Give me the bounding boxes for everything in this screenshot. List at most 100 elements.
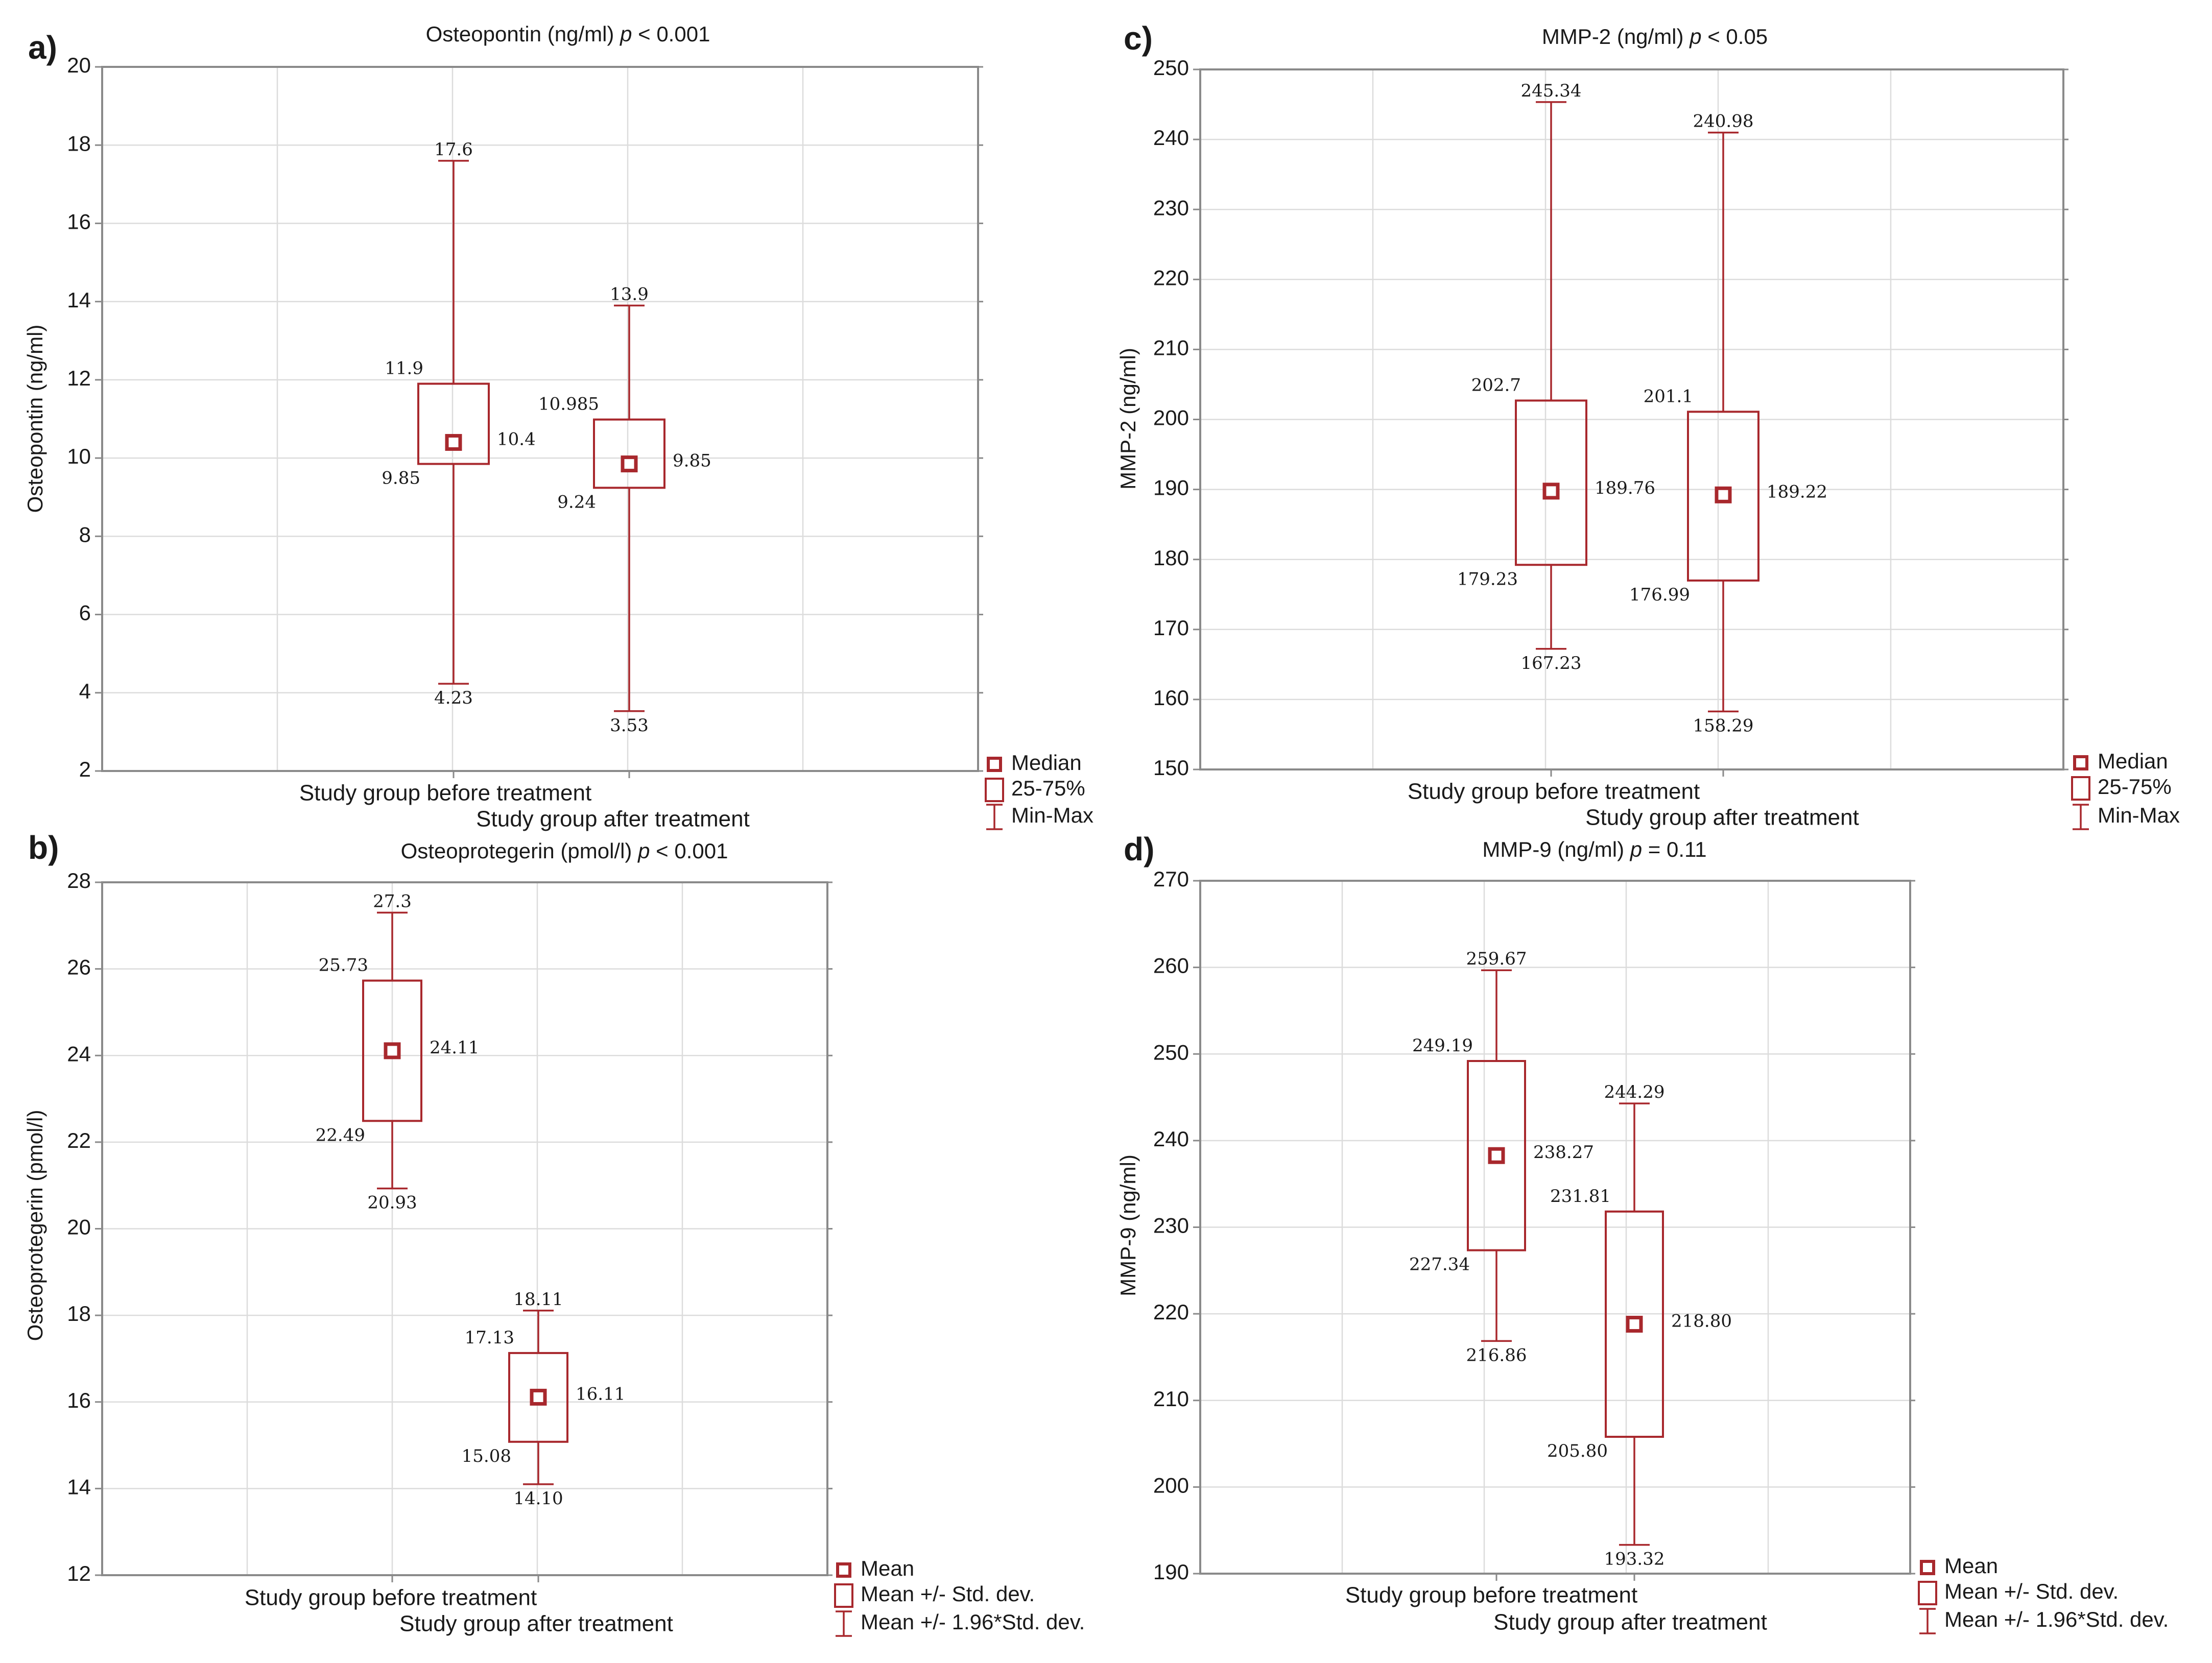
label-max: 13.9	[610, 284, 649, 304]
y-tick-label: 240	[1153, 126, 1189, 150]
box-iqr	[362, 979, 422, 1122]
y-tick-label: 160	[1153, 686, 1189, 710]
y-tick-label: 22	[67, 1128, 91, 1152]
label-center: 10.4	[497, 429, 536, 449]
box-iqr	[417, 382, 490, 465]
x-category-label: Study group before treatment	[1408, 779, 1700, 804]
label-center: 24.11	[430, 1038, 479, 1058]
box-iqr	[1605, 1210, 1664, 1438]
box-iqr	[1515, 399, 1587, 566]
center-marker	[445, 433, 462, 451]
chart-title-text: Osteoprotegerin (pmol/l)	[401, 839, 638, 863]
box-group: 17.6 4.23 11.9 9.85 10.4	[382, 139, 535, 708]
legend-label: Mean	[1944, 1554, 1998, 1578]
y-tick-label: 250	[1153, 1040, 1189, 1064]
plot-frame	[101, 66, 979, 772]
legend-marker	[987, 757, 1002, 772]
label-max: 240.98	[1693, 111, 1754, 132]
y-tick-label: 18	[67, 1302, 91, 1325]
label-min: 167.23	[1521, 653, 1582, 673]
box-group: 18.11 14.10 17.13 15.08 16.11	[462, 1289, 626, 1509]
y-tick-label: 210	[1153, 1387, 1189, 1411]
center-marker	[1488, 1147, 1505, 1164]
y-tick-label: 20	[67, 1215, 91, 1239]
legend-label: Min-Max	[1011, 803, 1093, 827]
box-group: 244.29 193.32 231.81 205.80 218.80	[1547, 1082, 1732, 1570]
legend-box	[985, 778, 1004, 802]
y-tick-label: 270	[1153, 867, 1189, 891]
chart-title-p-value: p	[637, 839, 650, 863]
box-group: 240.98 158.29 201.1 176.99 189.22	[1629, 111, 1827, 736]
chart-title: Osteoprotegerin (pmol/l) p < 0.001	[401, 839, 728, 863]
label-min: 158.29	[1693, 715, 1754, 736]
box-iqr	[593, 418, 665, 489]
y-tick-label: 16	[67, 1388, 91, 1412]
y-tick-label: 210	[1153, 335, 1189, 359]
chart-title-p-rest: = 0.11	[1642, 837, 1707, 861]
label-min: 4.23	[434, 688, 473, 708]
chart-title-p-rest: < 0.001	[650, 839, 728, 863]
legend-marker	[836, 1562, 851, 1578]
y-tick-label: 200	[1153, 1473, 1189, 1497]
legend-box	[1918, 1581, 1937, 1605]
y-tick-label: 240	[1153, 1127, 1189, 1151]
y-tick-label: 220	[1153, 1300, 1189, 1324]
label-center: 189.22	[1767, 481, 1827, 502]
label-q1: 227.34	[1409, 1255, 1470, 1275]
x-category-label: Study group after treatment	[1585, 805, 1859, 830]
x-category-label: Study group after treatment	[1493, 1610, 1767, 1635]
box-group: 27.3 20.93 25.73 22.49 24.11	[316, 891, 480, 1213]
label-q1: 9.24	[557, 492, 596, 512]
label-q1: 15.08	[462, 1446, 511, 1466]
y-tick-label: 14	[67, 288, 91, 312]
y-tick-label: 2	[79, 757, 91, 781]
box-iqr	[1467, 1059, 1526, 1251]
label-center: 9.85	[673, 451, 711, 471]
label-max: 245.34	[1521, 81, 1582, 101]
chart-title-p-rest: < 0.001	[632, 22, 710, 46]
chart-title-text: Osteopontin (ng/ml)	[426, 22, 621, 46]
legend-label: 25-75%	[2098, 775, 2172, 799]
y-tick-label: 200	[1153, 406, 1189, 430]
y-axis-label: Osteopontin (ng/ml)	[23, 325, 47, 513]
y-tick-label: 28	[67, 869, 91, 893]
label-min: 193.32	[1604, 1549, 1665, 1570]
chart-title-p-value: p	[1688, 25, 1701, 49]
label-q1: 176.99	[1629, 585, 1690, 605]
y-tick-label: 16	[67, 210, 91, 234]
y-tick-label: 170	[1153, 616, 1189, 640]
label-max: 244.29	[1604, 1082, 1665, 1102]
legend-marker	[1920, 1560, 1935, 1575]
box-group: 13.9 3.53 10.985 9.24 9.85	[538, 284, 711, 735]
legend-label: Mean	[861, 1556, 914, 1580]
panel-label: c)	[1124, 20, 1153, 57]
label-max: 27.3	[373, 891, 412, 911]
center-marker	[384, 1042, 401, 1059]
x-category-label: Study group after treatment	[399, 1611, 673, 1636]
y-tick-label: 260	[1153, 954, 1189, 978]
label-q1: 22.49	[316, 1125, 365, 1145]
legend-box	[834, 1583, 853, 1608]
center-marker	[621, 455, 638, 473]
chart-title: Osteopontin (ng/ml) p < 0.001	[426, 22, 710, 46]
box-group: 245.34 167.23 202.7 179.23 189.76	[1457, 81, 1655, 673]
label-q3: 11.9	[385, 358, 423, 379]
center-marker	[1626, 1315, 1643, 1333]
legend-box	[2071, 776, 2090, 801]
x-category-label: Study group before treatment	[1345, 1583, 1637, 1608]
chart-title: MMP-9 (ng/ml) p = 0.11	[1482, 837, 1706, 861]
x-category-label: Study group before treatment	[299, 781, 591, 806]
label-max: 259.67	[1466, 949, 1527, 969]
y-tick-label: 12	[67, 366, 91, 390]
box-group: 259.67 216.86 249.19 227.34 238.27	[1409, 949, 1594, 1365]
y-tick-label: 230	[1153, 196, 1189, 220]
label-q1: 9.85	[382, 468, 420, 489]
label-min: 20.93	[367, 1193, 417, 1213]
label-center: 238.27	[1533, 1142, 1594, 1163]
y-tick-label: 150	[1153, 756, 1189, 780]
